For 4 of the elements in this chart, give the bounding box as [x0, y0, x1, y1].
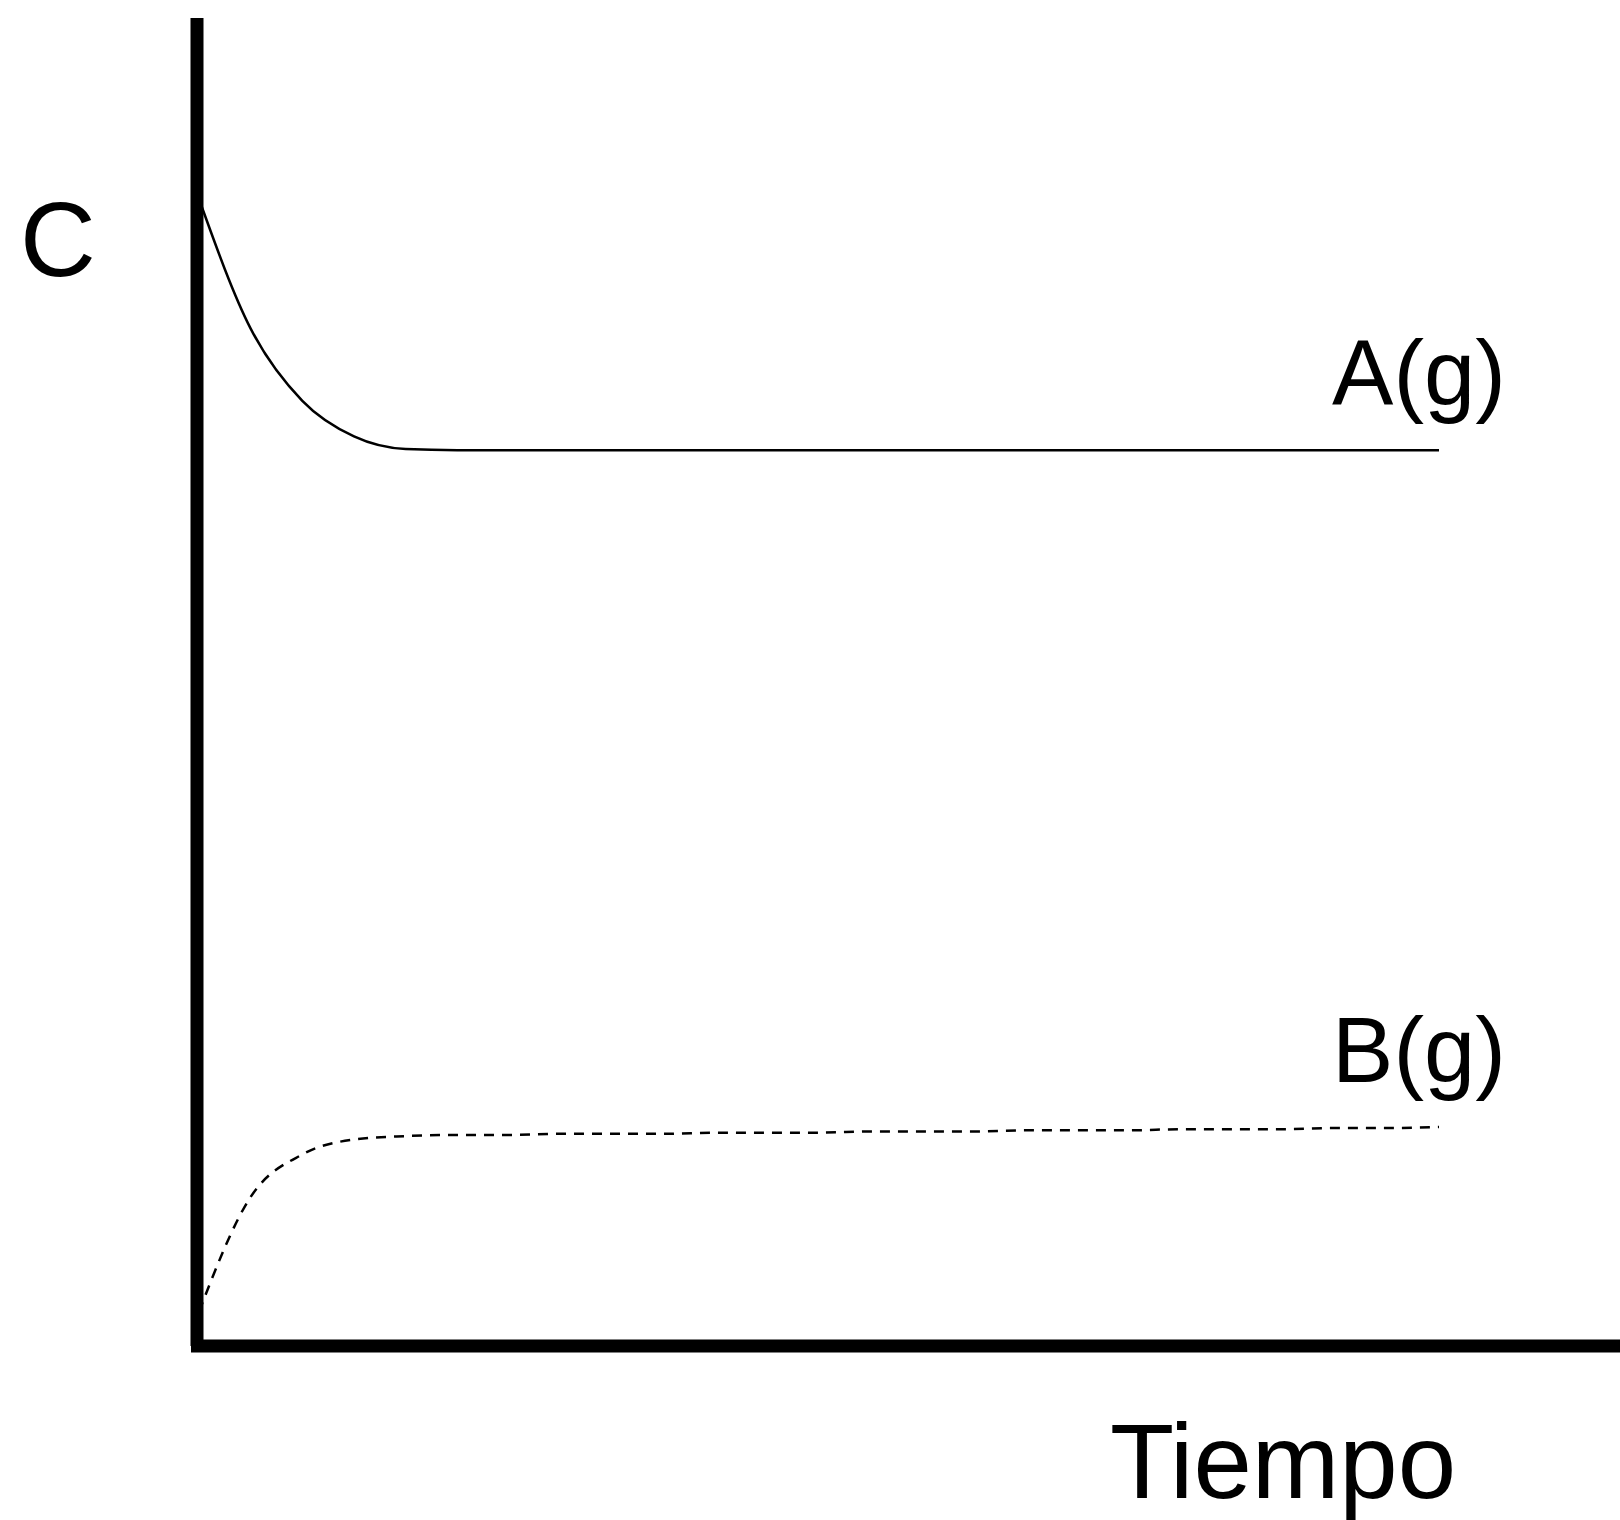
- series-label: B(g): [1332, 998, 1506, 1101]
- x-axis-title: Tiempo: [1109, 1403, 1457, 1520]
- y-axis-title: C: [20, 181, 96, 298]
- series-label: A(g): [1332, 322, 1506, 425]
